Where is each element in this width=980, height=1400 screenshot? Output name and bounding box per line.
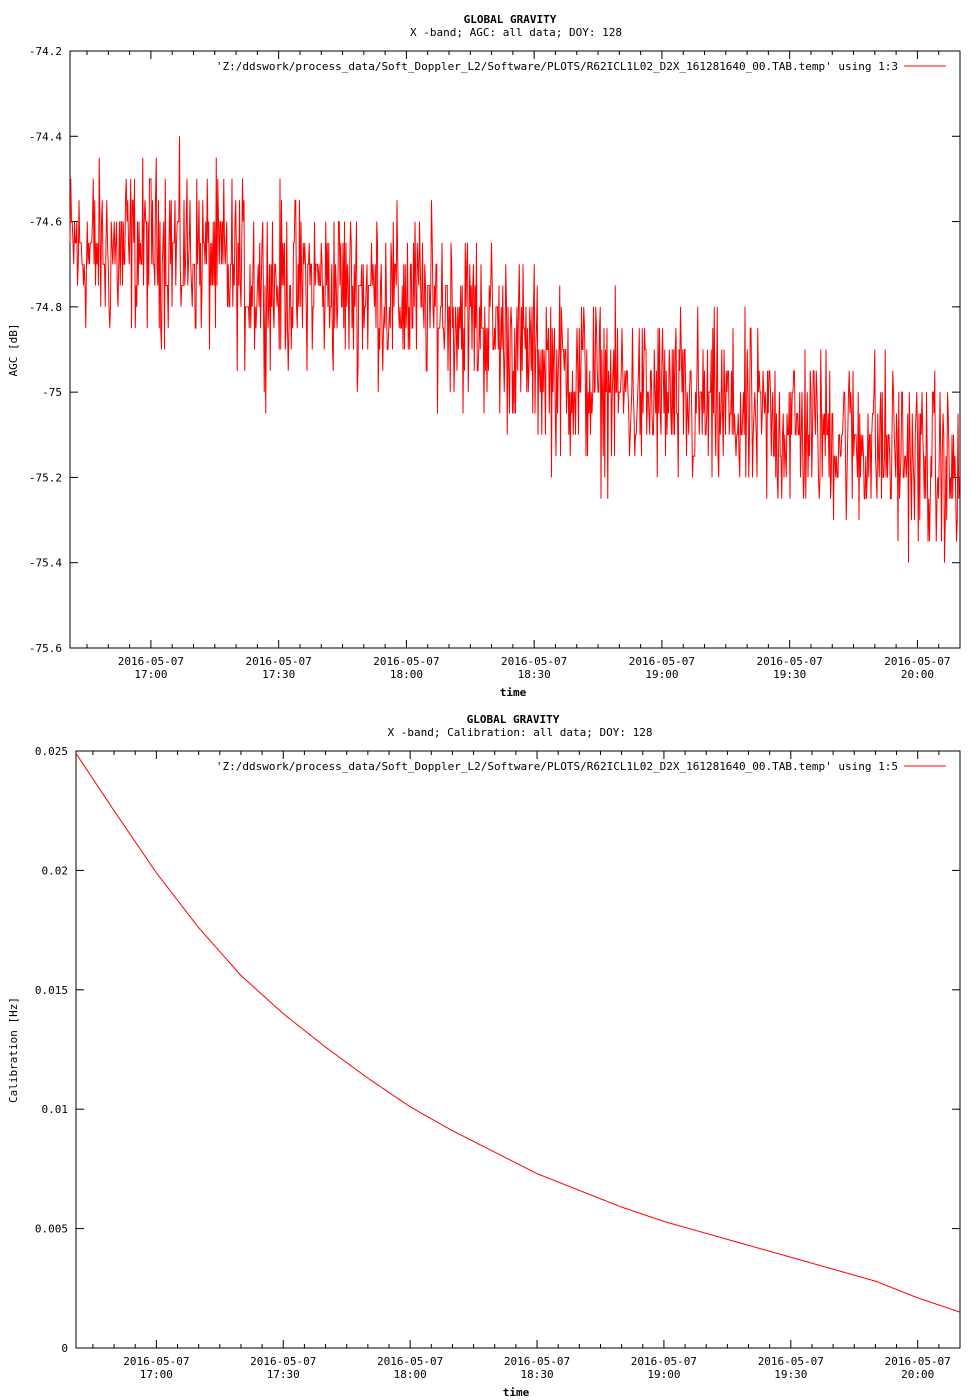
x-tick-label-time: 20:00 [901, 668, 934, 681]
x-axis-label: time [503, 1386, 530, 1399]
y-tick-label: -74.6 [29, 216, 62, 229]
plot-frame [69, 50, 961, 649]
y-ticks: 0 0.005 0.01 0.015 0.02 0.025 [35, 745, 960, 1355]
y-tick-label: 0.005 [35, 1223, 68, 1236]
legend-label: 'Z:/ddswork/process_data/Soft_Doppler_L2… [216, 760, 898, 773]
y-tick-label: -75.6 [29, 642, 62, 655]
y-tick-label: -75.2 [29, 471, 62, 484]
x-tick-label-date: 2016-05-07 [377, 1355, 443, 1368]
y-tick-label: -75.4 [29, 557, 62, 570]
chart-title: GLOBAL GRAVITY [464, 13, 557, 26]
x-tick-label-time: 17:00 [134, 668, 167, 681]
legend-label: 'Z:/ddswork/process_data/Soft_Doppler_L2… [216, 60, 898, 73]
x-tick-label-date: 2016-05-07 [504, 1355, 570, 1368]
x-tick-label-time: 20:00 [901, 1368, 934, 1381]
y-tick-label: 0.015 [35, 984, 68, 997]
x-tick-label-time: 17:30 [262, 668, 295, 681]
x-tick-label-time: 18:00 [394, 1368, 427, 1381]
y-tick-label: 0.025 [35, 745, 68, 758]
calibration-chart: GLOBAL GRAVITY X -band; Calibration: all… [7, 713, 961, 1399]
x-tick-label-time: 18:30 [518, 668, 551, 681]
y-tick-label: 0.02 [42, 864, 69, 877]
x-tick-label-date: 2016-05-07 [501, 655, 567, 668]
series-group [75, 753, 961, 1313]
y-ticks: -74.2 -74.4 -74.6 -74.8 -75 -75.2 -75.4 -75.6 [29, 45, 960, 655]
calibration-chart-panel: GLOBAL GRAVITY X -band; Calibration: all… [0, 700, 980, 1400]
series-line [69, 136, 960, 563]
x-tick-label-date: 2016-05-07 [757, 655, 823, 668]
y-tick-label: -74.2 [29, 45, 62, 58]
y-tick-label: 0.01 [42, 1103, 69, 1116]
y-axis-label: Calibration [Hz] [7, 997, 20, 1103]
series-line [75, 753, 961, 1313]
chart-title: GLOBAL GRAVITY [467, 713, 560, 726]
y-tick-label: 0 [61, 1342, 68, 1355]
x-tick-label-date: 2016-05-07 [758, 1355, 824, 1368]
x-tick-label-time: 18:30 [520, 1368, 553, 1381]
y-tick-label: -75 [42, 386, 62, 399]
legend: 'Z:/ddswork/process_data/Soft_Doppler_L2… [216, 60, 946, 73]
x-tick-label-date: 2016-05-07 [250, 1355, 316, 1368]
x-ticks: 2016-05-0717:002016-05-0717:302016-05-07… [92, 751, 961, 1381]
x-ticks: 2016-05-0717:002016-05-0717:302016-05-07… [86, 51, 961, 681]
chart-subtitle: X -band; Calibration: all data; DOY: 128 [388, 726, 653, 739]
x-tick-label-date: 2016-05-07 [885, 1355, 951, 1368]
x-tick-label-time: 17:00 [140, 1368, 173, 1381]
plot-frame [75, 750, 961, 1349]
y-tick-label: -74.8 [29, 301, 62, 314]
x-tick-label-date: 2016-05-07 [631, 1355, 697, 1368]
agc-chart: GLOBAL GRAVITY X -band; AGC: all data; D… [7, 13, 961, 699]
x-tick-label-time: 19:00 [645, 668, 678, 681]
series-group [69, 136, 960, 563]
x-tick-label-date: 2016-05-07 [884, 655, 950, 668]
y-axis-label: AGC [dB] [7, 324, 20, 377]
x-tick-label-date: 2016-05-07 [246, 655, 312, 668]
x-tick-label-time: 17:30 [267, 1368, 300, 1381]
x-tick-label-time: 19:30 [774, 1368, 807, 1381]
y-tick-label: -74.4 [29, 130, 62, 143]
legend: 'Z:/ddswork/process_data/Soft_Doppler_L2… [216, 760, 946, 773]
x-axis-label: time [500, 686, 527, 699]
agc-chart-panel: GLOBAL GRAVITY X -band; AGC: all data; D… [7, 13, 961, 699]
x-tick-label-time: 19:30 [773, 668, 806, 681]
x-tick-label-date: 2016-05-07 [373, 655, 439, 668]
x-tick-label-time: 18:00 [390, 668, 423, 681]
x-tick-label-date: 2016-05-07 [123, 1355, 189, 1368]
chart-subtitle: X -band; AGC: all data; DOY: 128 [410, 26, 622, 39]
x-tick-label-date: 2016-05-07 [118, 655, 184, 668]
x-tick-label-date: 2016-05-07 [629, 655, 695, 668]
x-tick-label-time: 19:00 [647, 1368, 680, 1381]
